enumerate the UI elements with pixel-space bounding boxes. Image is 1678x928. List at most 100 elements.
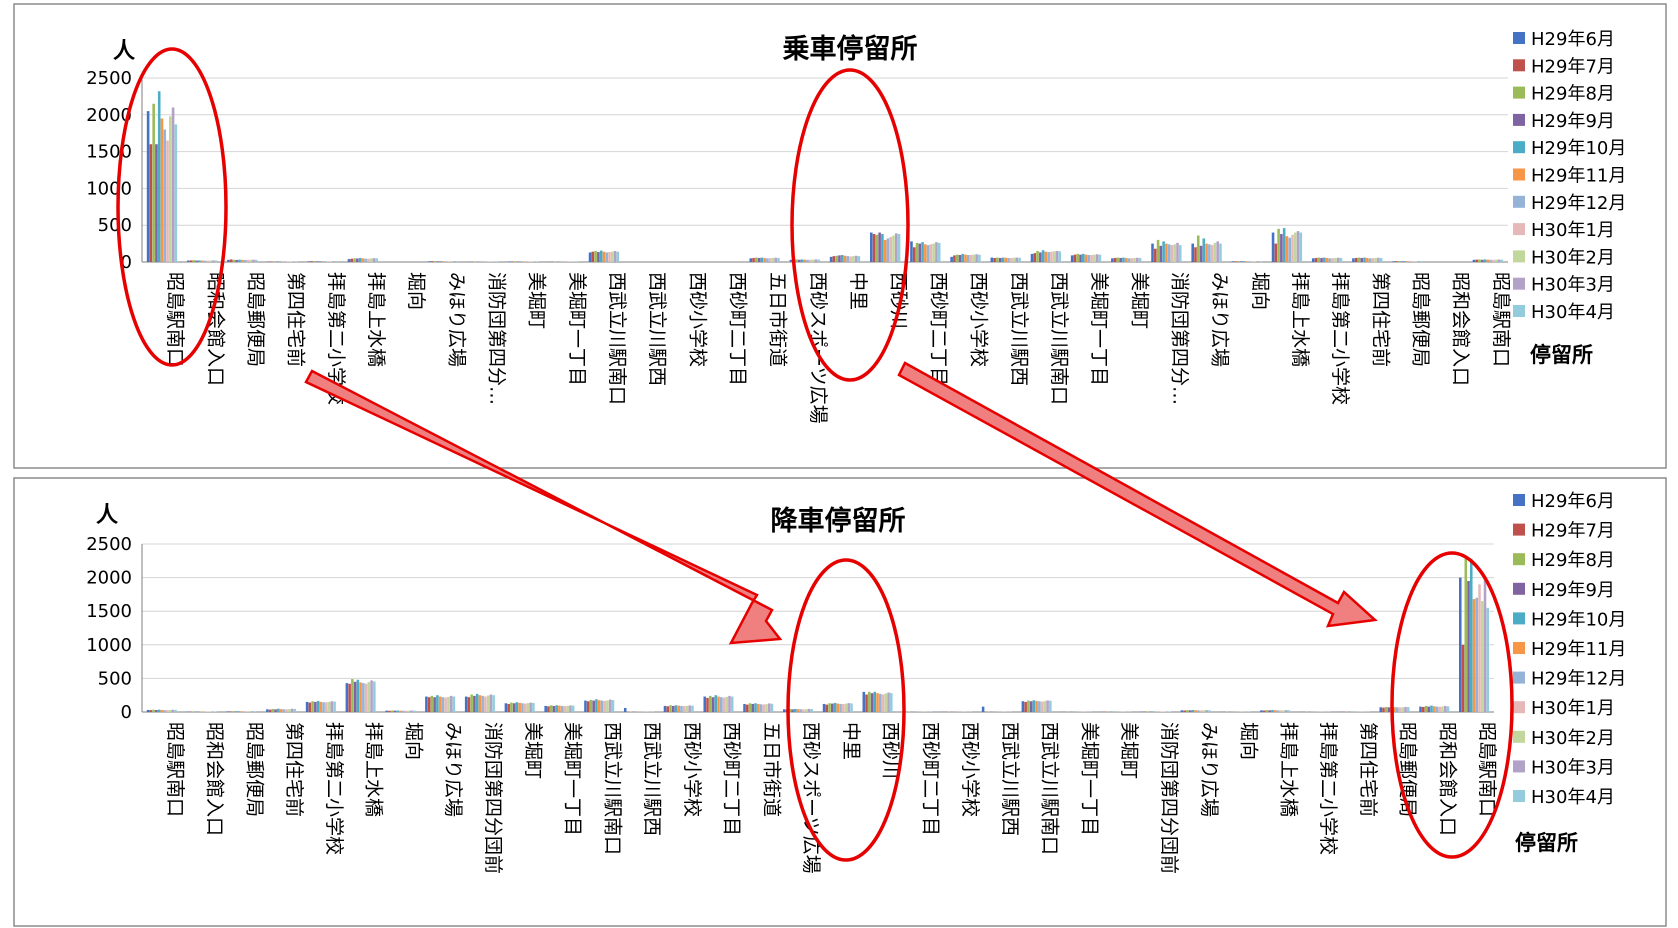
alighting-bar	[865, 694, 868, 712]
boarding-bar	[1178, 245, 1182, 262]
boarding-bar	[950, 256, 953, 262]
boarding-bar	[1360, 257, 1364, 262]
boarding-x-tick-label: 西武立川駅西	[1008, 272, 1030, 386]
alighting-x-tick-group: 拝島上水橋	[363, 722, 385, 817]
alighting-bar	[1461, 644, 1465, 712]
boarding-bar	[169, 116, 172, 262]
alighting-bar	[1191, 709, 1195, 712]
boarding-bar	[1397, 261, 1401, 262]
boarding-bar	[1274, 243, 1278, 262]
alighting-bar	[290, 708, 294, 712]
boarding-x-tick-group: 拝島上水橋	[1289, 272, 1311, 367]
boarding-bar	[289, 261, 293, 262]
alighting-bar	[584, 700, 587, 712]
boarding-chart-frame	[13, 3, 1667, 469]
alighting-bar	[691, 705, 694, 712]
alighting-bar	[825, 704, 829, 712]
alighting-x-tick-label: 拝島第二小学校	[323, 722, 345, 855]
boarding-bar	[1127, 258, 1131, 262]
boarding-bar	[1116, 257, 1120, 262]
boarding-bar	[1154, 248, 1157, 262]
boarding-bar	[993, 257, 996, 262]
boarding-y-tick: 2000	[86, 105, 132, 126]
alighting-bar	[706, 697, 709, 712]
boarding-bar	[835, 255, 838, 262]
boarding-bar	[1253, 261, 1257, 262]
alighting-x-tick-label: 堀向	[1238, 722, 1260, 760]
boarding-x-tick-label: 西砂町二丁目	[927, 272, 949, 386]
alighting-bar	[316, 700, 320, 712]
alighting-bar	[748, 703, 752, 712]
boarding-bar	[849, 256, 852, 262]
boarding-bar	[912, 247, 916, 262]
boarding-bar	[953, 255, 956, 262]
alighting-x-tick-group: 昭島駅南口	[1476, 722, 1498, 817]
boarding-bar	[321, 261, 324, 262]
annotation-arrows	[304, 361, 1378, 645]
alighting-x-tick-group: 五日市街道	[760, 722, 782, 817]
boarding-bar	[1124, 257, 1128, 262]
boarding-bar	[829, 256, 833, 262]
alighting-bar	[390, 710, 394, 712]
alighting-bar	[475, 693, 479, 712]
boarding-legend: H29年6月 H29年7月 H29年8月 H29年9月 H29年10月 H29年11月 H2…	[1513, 29, 1626, 323]
boarding-bar	[1237, 261, 1240, 262]
alighting-x-tick-label: 西砂小学校	[681, 722, 703, 817]
alighting-bar	[1162, 711, 1166, 712]
alighting-bar	[879, 693, 882, 712]
boarding-bar	[795, 259, 798, 262]
alighting-bar	[373, 681, 376, 712]
alighting-bar	[1194, 710, 1197, 712]
alighting-bar	[523, 703, 527, 712]
boarding-bar	[430, 261, 434, 262]
boarding-bar	[1173, 244, 1177, 262]
alighting-bar	[890, 693, 893, 712]
boarding-bar	[441, 261, 445, 262]
boarding-bar	[1311, 258, 1315, 262]
boarding-bar	[774, 257, 778, 262]
alighting-bar	[842, 704, 845, 712]
alighting-bar	[452, 696, 456, 712]
alighting-bar	[242, 711, 246, 712]
alighting-legend-label: H29年10月	[1531, 609, 1626, 630]
boarding-bar	[249, 259, 252, 262]
alighting-bar	[1149, 711, 1152, 712]
boarding-bar	[1070, 255, 1074, 262]
alighting-x-tick-group: 昭和会館入口	[1436, 722, 1458, 836]
alighting-x-tick-group: 西砂川	[880, 722, 902, 779]
alighting-bar	[1260, 710, 1263, 712]
alighting-bar	[521, 703, 524, 712]
boarding-legend-label: H29年12月	[1531, 193, 1626, 214]
boarding-bar	[174, 124, 178, 262]
alighting-bar	[1483, 577, 1487, 712]
boarding-bar	[186, 260, 190, 262]
alighting-bar	[589, 699, 593, 712]
boarding-bar	[1170, 245, 1174, 262]
alighting-x-tick-label: 堀向	[402, 722, 424, 760]
boarding-bar	[768, 258, 772, 262]
boarding-legend-label: H29年7月	[1531, 56, 1615, 77]
alighting-bar	[850, 703, 853, 712]
boarding-bar	[353, 258, 356, 262]
alighting-legend-label: H30年1月	[1531, 698, 1615, 719]
alighting-bar	[208, 711, 212, 712]
alighting-bar	[353, 681, 357, 712]
boarding-bar	[1196, 235, 1200, 262]
alighting-x-tick-group: 昭島郵便局	[243, 722, 265, 817]
alighting-bar	[152, 709, 155, 712]
alighting-bar	[401, 710, 405, 712]
alighting-bar	[1199, 710, 1203, 712]
alighting-bar	[146, 709, 150, 712]
boarding-bar	[1058, 251, 1062, 262]
alighting-legend-swatch	[1513, 671, 1525, 684]
alighting-bar	[1024, 701, 1027, 712]
boarding-bar	[375, 258, 379, 262]
alighting-bar	[728, 695, 731, 712]
boarding-bar	[613, 250, 617, 262]
boarding-bar	[1299, 232, 1303, 262]
alighting-bar	[430, 695, 434, 712]
alighting-bar	[166, 710, 169, 712]
boarding-bar	[428, 261, 431, 262]
alighting-bar	[1140, 711, 1144, 712]
alighting-bar	[1165, 711, 1169, 712]
